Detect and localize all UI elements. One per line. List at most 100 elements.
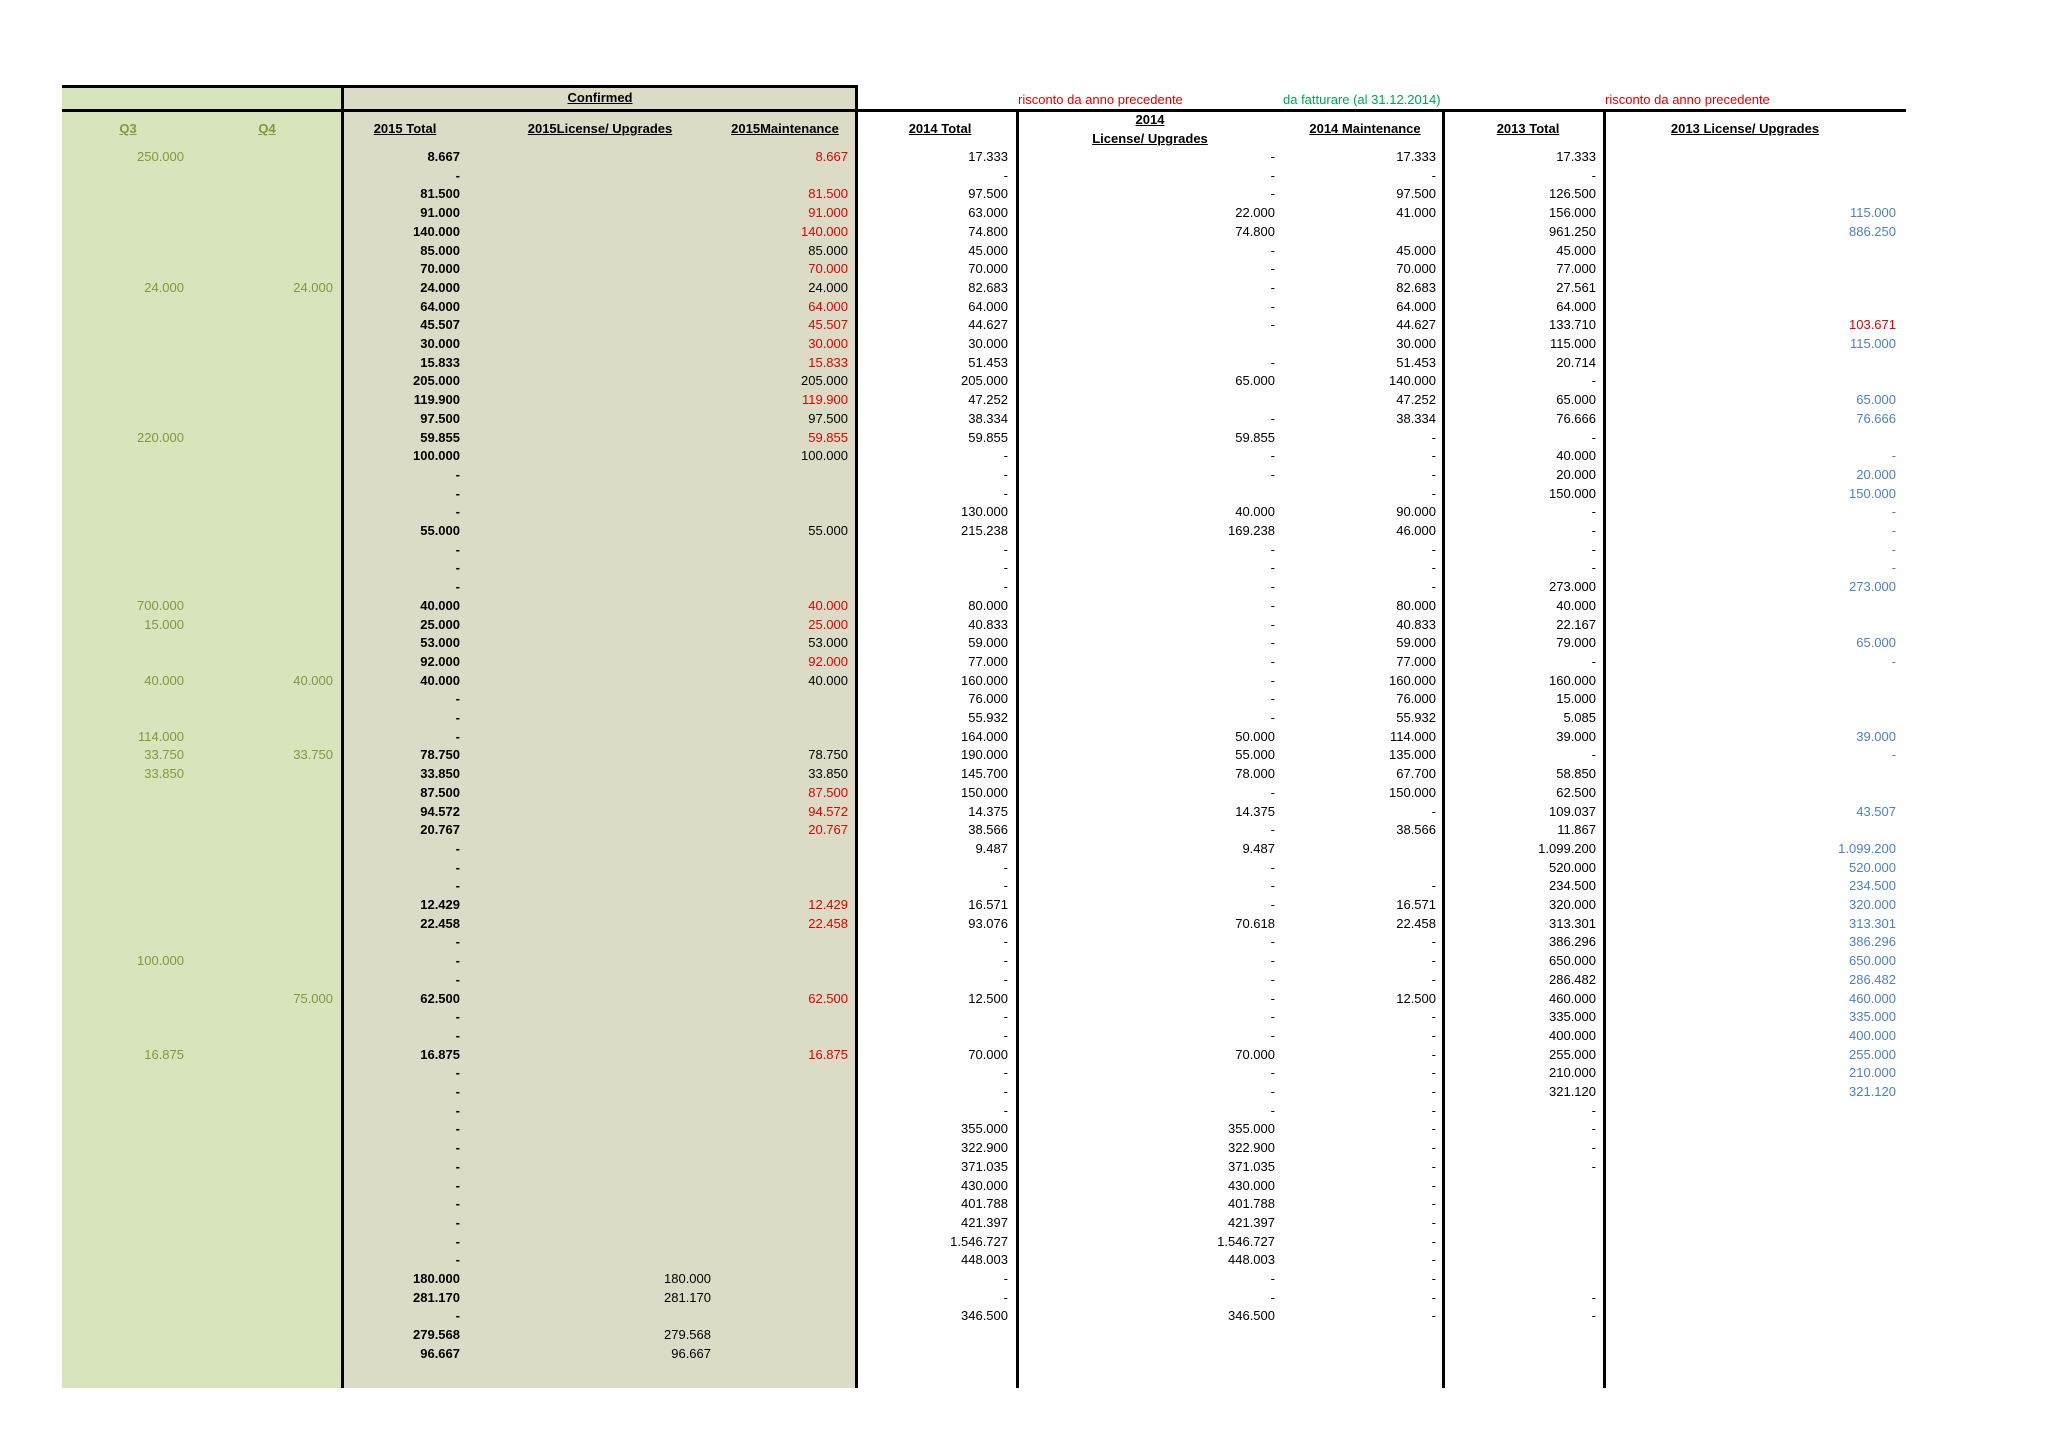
cell-t2015: - xyxy=(455,1308,460,1324)
cell-l2014: - xyxy=(1270,242,1275,258)
cell-l2014: 9.487 xyxy=(1242,840,1275,856)
cell-t2015: - xyxy=(455,1233,460,1249)
cell-t2015: - xyxy=(455,1009,460,1025)
cell-t2015: - xyxy=(455,691,460,707)
cell-t2013: - xyxy=(1591,653,1596,669)
col-header-2015-license: 2015License/ Upgrades xyxy=(527,121,673,136)
cell-m2014: 150.000 xyxy=(1389,784,1436,800)
cell-q3: 100.000 xyxy=(137,953,184,969)
cell-l2013: 43.507 xyxy=(1856,803,1896,819)
cell-t2014: 74.800 xyxy=(968,223,1008,239)
cell-t2013: 400.000 xyxy=(1549,1027,1596,1043)
cell-t2013: - xyxy=(1591,1140,1596,1156)
cell-t2014: - xyxy=(1003,934,1008,950)
cell-t2013: 115.000 xyxy=(1549,336,1596,351)
cell-m2014: - xyxy=(1431,1252,1436,1268)
cell-t2013: 15.000 xyxy=(1556,691,1596,707)
cell-t2015: 85.000 xyxy=(420,242,460,258)
cell-l2014: - xyxy=(1270,354,1275,370)
cell-l2013: 273.000 xyxy=(1849,579,1896,595)
cell-t2015: - xyxy=(455,1121,460,1137)
cell-m2014: - xyxy=(1431,466,1436,482)
cell-l2014: - xyxy=(1270,579,1275,595)
cell-m2015: 24.000 xyxy=(808,279,848,295)
cell-t2015: 92.000 xyxy=(420,653,460,669)
cell-t2013: 64.000 xyxy=(1556,298,1596,314)
cell-m2015: 100.000 xyxy=(801,448,848,464)
cell-t2015: - xyxy=(455,1027,460,1043)
cell-m2014: 67.700 xyxy=(1396,766,1436,782)
cell-m2014: - xyxy=(1431,1233,1436,1249)
cell-m2014: 77.000 xyxy=(1396,653,1436,669)
cell-l2014: 430.000 xyxy=(1228,1177,1275,1193)
cell-t2013: - xyxy=(1591,1289,1596,1305)
cell-m2014: 80.000 xyxy=(1396,597,1436,613)
cell-l2013: 335.000 xyxy=(1849,1009,1896,1025)
cell-l2014: 74.800 xyxy=(1235,223,1275,239)
cell-l2014: 50.000 xyxy=(1235,728,1275,744)
cell-t2015: 25.000 xyxy=(420,616,460,632)
cell-l2015: 180.000 xyxy=(664,1271,711,1286)
cell-t2013: 40.000 xyxy=(1556,448,1596,464)
cell-t2014: - xyxy=(1003,1084,1008,1099)
cell-l2014: 371.035 xyxy=(1228,1158,1275,1174)
cell-m2015: 40.000 xyxy=(808,597,848,613)
cell-t2013: 58.850 xyxy=(1556,766,1596,782)
cell-t2015: 205.000 xyxy=(413,373,460,389)
cell-m2014: 44.627 xyxy=(1396,317,1436,333)
cell-l2014: - xyxy=(1270,1009,1275,1025)
cell-m2014: - xyxy=(1431,1214,1436,1230)
cell-t2015: 53.000 xyxy=(420,635,460,651)
cell-t2014: 70.000 xyxy=(968,261,1008,277)
cell-t2014: 40.833 xyxy=(968,616,1008,632)
cell-l2013: 520.000 xyxy=(1849,859,1896,875)
cell-q4: 40.000 xyxy=(293,672,333,688)
cell-q4: 24.000 xyxy=(293,279,333,295)
cell-t2014: 160.000 xyxy=(961,672,1008,688)
cell-l2013: 460.000 xyxy=(1849,990,1896,1006)
cell-l2014: - xyxy=(1270,616,1275,632)
cell-q4: 75.000 xyxy=(293,990,333,1006)
cell-m2014: 12.500 xyxy=(1396,990,1436,1006)
cell-t2013: 520.000 xyxy=(1549,859,1596,875)
cell-t2015: 62.500 xyxy=(420,990,460,1006)
divider-confirmed-left xyxy=(341,85,344,1388)
cell-l2014: 1.546.727 xyxy=(1217,1233,1275,1249)
cell-t2014: 93.076 xyxy=(968,915,1008,931)
col-header-2014-total: 2014 Total xyxy=(908,121,972,136)
cell-m2014: - xyxy=(1431,1158,1436,1174)
cell-t2014: - xyxy=(1003,579,1008,595)
cell-t2015: 8.667 xyxy=(427,149,460,164)
cell-l2013: 386.296 xyxy=(1849,934,1896,950)
cell-l2014: 355.000 xyxy=(1228,1121,1275,1137)
cell-l2013: 321.120 xyxy=(1849,1084,1896,1099)
cell-t2014: - xyxy=(1003,167,1008,183)
cell-l2013: 39.000 xyxy=(1856,728,1896,744)
cell-l2013: 234.500 xyxy=(1849,878,1896,894)
cell-l2013: 20.000 xyxy=(1856,466,1896,482)
col-header-2014-license-line1: 2014 xyxy=(1135,112,1165,127)
cell-m2015: 97.500 xyxy=(808,410,848,426)
cell-t2015: 40.000 xyxy=(420,597,460,613)
cell-t2014: 16.571 xyxy=(968,897,1008,912)
cell-q4: 33.750 xyxy=(293,747,333,763)
cell-t2014: 45.000 xyxy=(968,242,1008,258)
cell-t2015: 81.500 xyxy=(420,186,460,202)
cell-l2013: 255.000 xyxy=(1849,1046,1896,1062)
cell-m2014: - xyxy=(1431,878,1436,894)
cell-l2014: - xyxy=(1270,466,1275,482)
cell-t2013: - xyxy=(1591,167,1596,183)
cell-l2014: - xyxy=(1270,1027,1275,1043)
cell-t2014: 77.000 xyxy=(968,653,1008,669)
cell-m2015: 12.429 xyxy=(808,897,848,912)
cell-t2013: - xyxy=(1591,1158,1596,1174)
cell-m2015: 78.750 xyxy=(808,747,848,763)
cell-m2015: 30.000 xyxy=(808,336,848,351)
cell-m2014: - xyxy=(1431,1140,1436,1156)
cell-t2013: 11.867 xyxy=(1557,822,1596,838)
cell-l2014: 14.375 xyxy=(1235,803,1275,819)
cell-l2014: 421.397 xyxy=(1228,1214,1275,1230)
cell-t2015: 59.855 xyxy=(420,429,460,445)
cell-m2014: - xyxy=(1431,485,1436,501)
